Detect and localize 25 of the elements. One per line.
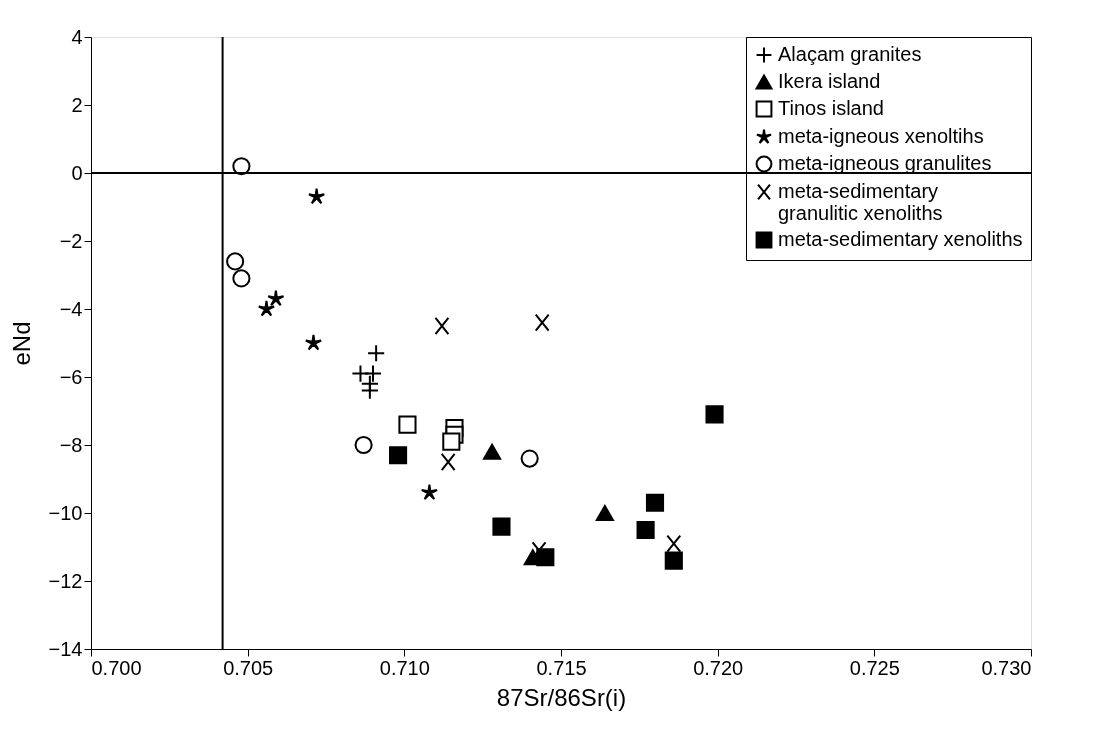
y-tick-label: −8 (59, 433, 83, 456)
x-tick-label: 0.730 (981, 656, 1032, 679)
y-tick-label: −2 (59, 229, 83, 252)
x-tick-label: 0.710 (379, 656, 430, 679)
x-tick-label: 0.720 (693, 656, 744, 679)
y-tick-label: −6 (59, 365, 83, 388)
y-axis-title: eNd (7, 321, 35, 366)
legend-label: Tinos island (778, 97, 884, 119)
y-tick-label: −12 (48, 569, 83, 592)
legend-label: meta-sedimentary xenoliths (778, 228, 1023, 250)
y-tick-label: −10 (48, 501, 83, 524)
y-tick-label: 0 (71, 161, 83, 184)
y-tick-label: −14 (48, 637, 83, 660)
y-tick-label: −4 (59, 297, 83, 320)
legend-label: Alaçam granites (778, 43, 922, 65)
legend-label: meta-igneous granulites (778, 152, 992, 174)
y-tick-label: 4 (71, 25, 83, 48)
x-tick-label: 0.705 (223, 656, 274, 679)
x-tick-label: 0.700 (91, 656, 142, 679)
x-axis-title: 87Sr/86Sr(i) (496, 683, 627, 711)
y-tick-label: 2 (71, 93, 83, 116)
legend-label: meta-igneous xenoltihs (778, 125, 984, 147)
x-tick-label: 0.715 (536, 656, 587, 679)
x-tick-label: 0.725 (849, 656, 900, 679)
legend-label: Ikera island (778, 70, 881, 92)
